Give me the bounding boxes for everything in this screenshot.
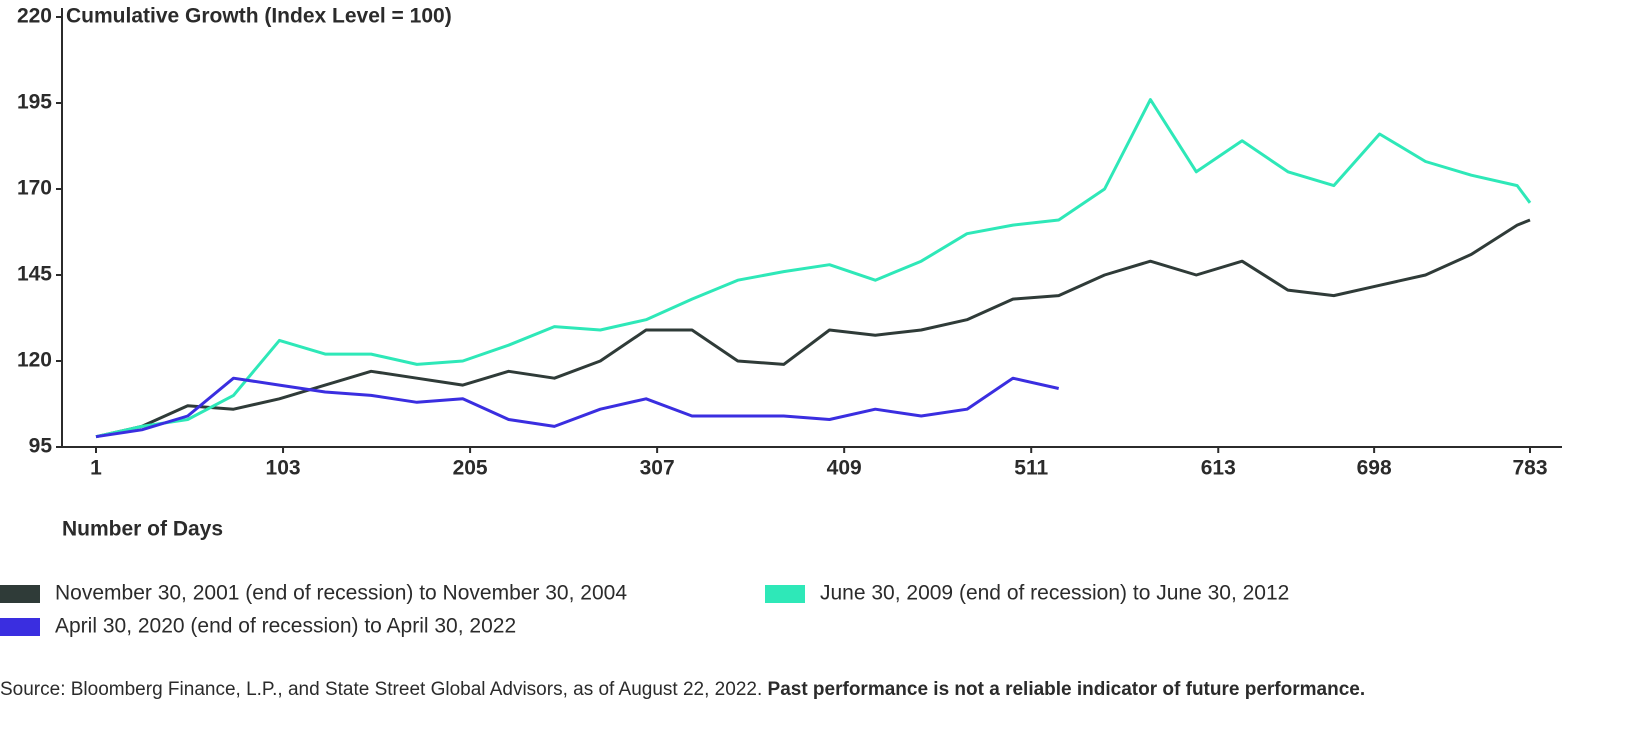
legend-label: November 30, 2001 (end of recession) to … — [55, 582, 627, 605]
legend-swatch — [0, 618, 40, 636]
x-tick-label: 511 — [1014, 457, 1048, 480]
x-tick-label: 1 — [90, 457, 102, 480]
y-tick-label: 145 — [17, 263, 52, 286]
source-bold: Past performance is not a reliable indic… — [768, 679, 1366, 700]
source-text: Source: Bloomberg Finance, L.P., and Sta… — [0, 679, 768, 700]
y-tick-label: 170 — [17, 177, 52, 200]
legend-swatch — [765, 585, 805, 603]
legend-swatch — [0, 585, 40, 603]
x-tick-label: 613 — [1201, 457, 1236, 480]
series-line — [95, 376, 1060, 439]
x-tick-label: 783 — [1512, 457, 1547, 480]
legend-label: April 30, 2020 (end of recession) to Apr… — [55, 615, 516, 638]
x-tick-label: 205 — [453, 457, 488, 480]
x-tick-label: 409 — [827, 457, 862, 480]
series-line — [95, 98, 1532, 439]
y-tick-label: 120 — [17, 349, 52, 372]
y-tick-label: 220 — [17, 5, 52, 28]
x-tick-label: 698 — [1357, 457, 1392, 480]
source: Source: Bloomberg Finance, L.P., and Sta… — [0, 679, 1365, 700]
legend-label: June 30, 2009 (end of recession) to June… — [820, 582, 1289, 605]
y-tick-label: 95 — [29, 435, 53, 458]
series-line — [95, 218, 1531, 439]
x-axis-label: Number of Days — [62, 518, 223, 541]
y-tick-label: 195 — [17, 91, 52, 114]
x-tick-label: 103 — [266, 457, 301, 480]
chart-title: Cumulative Growth (Index Level = 100) — [66, 5, 452, 28]
x-tick-label: 307 — [640, 457, 675, 480]
